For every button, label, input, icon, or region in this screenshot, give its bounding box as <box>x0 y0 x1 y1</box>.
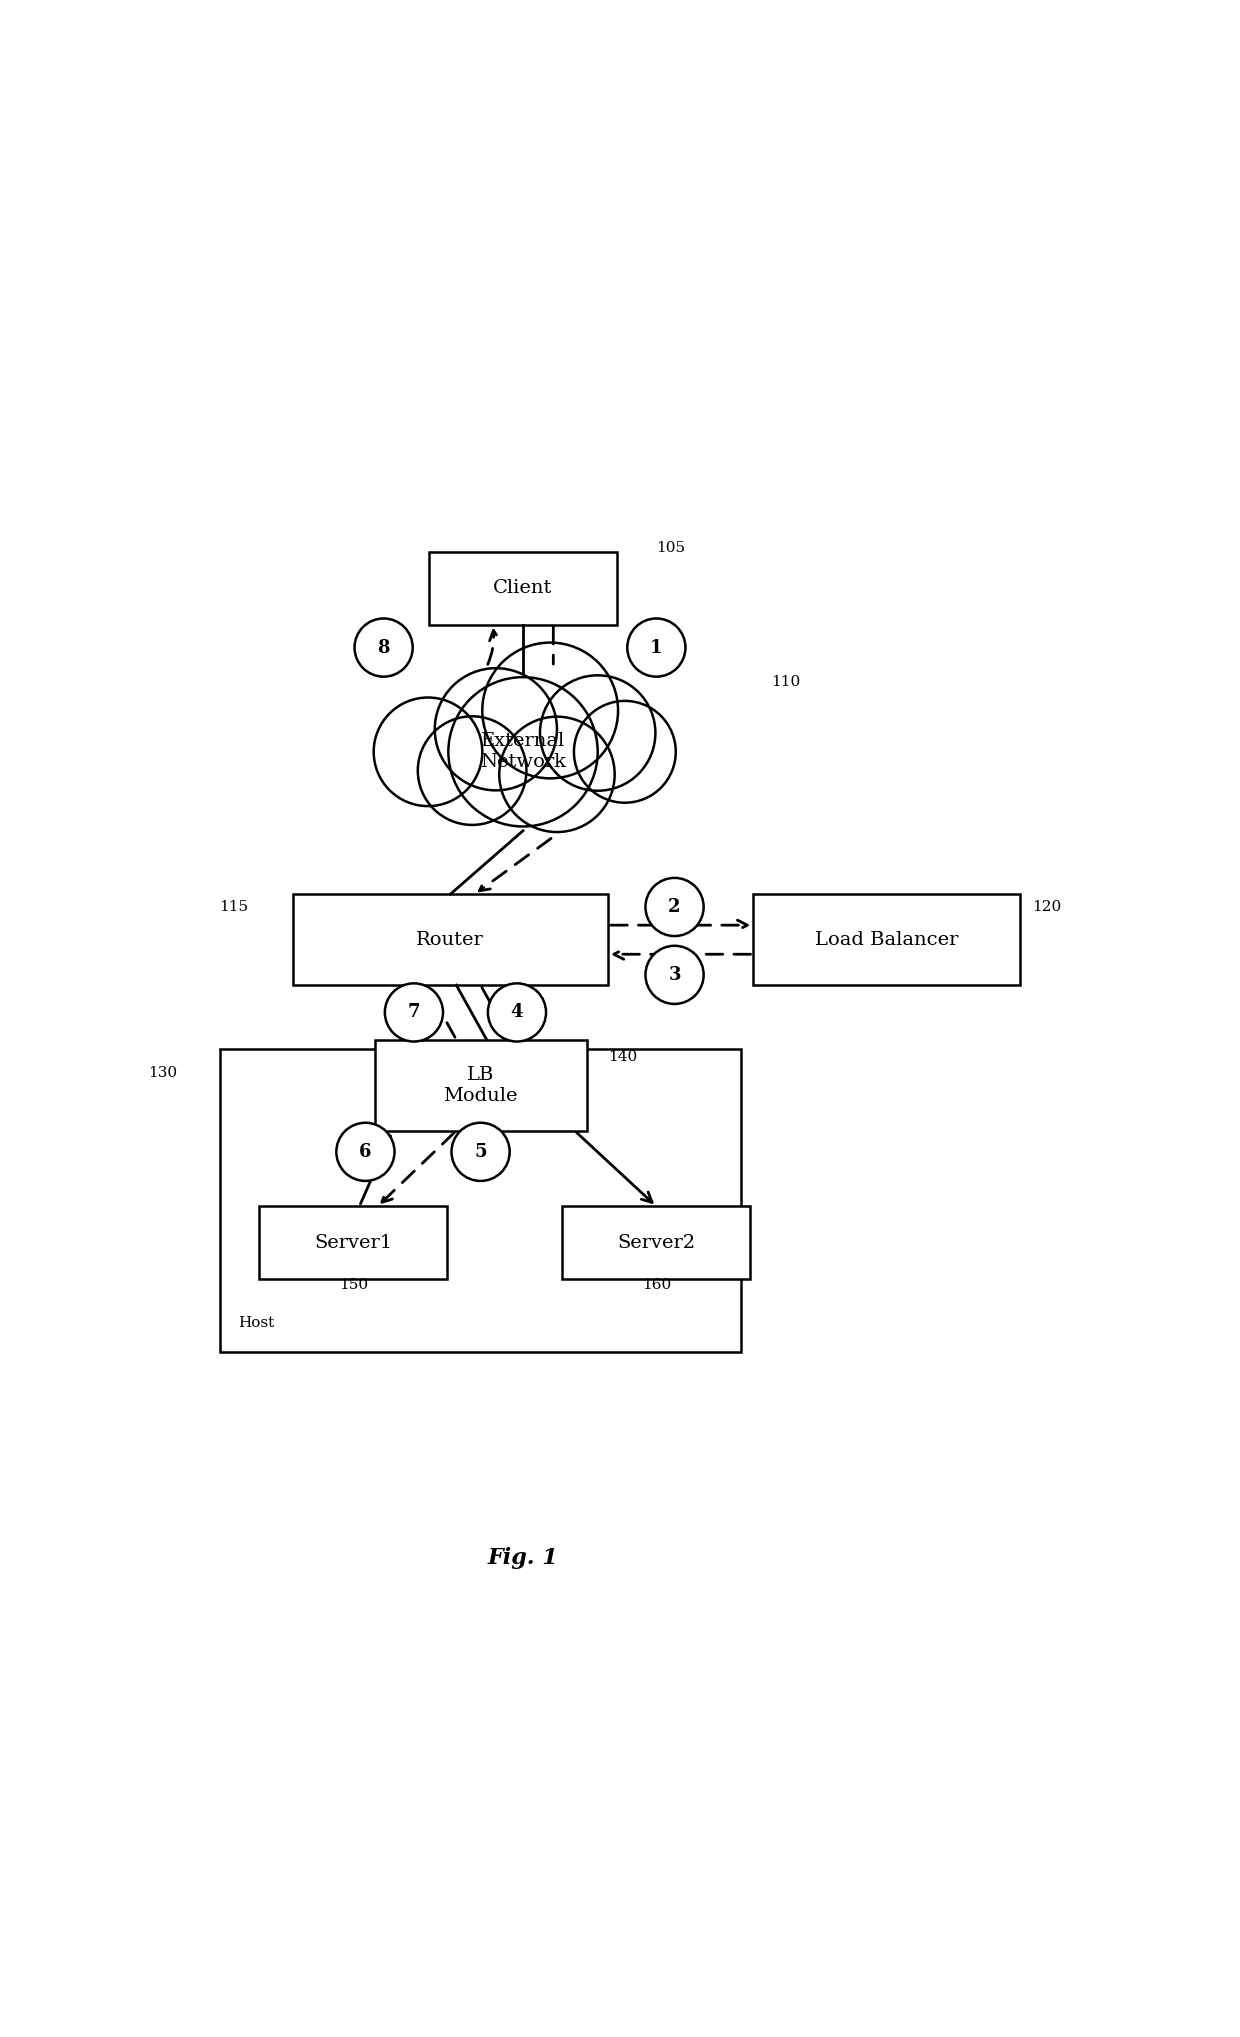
Text: 105: 105 <box>656 542 686 556</box>
Text: 130: 130 <box>149 1065 177 1080</box>
Circle shape <box>355 619 413 676</box>
Circle shape <box>646 945 703 1004</box>
Circle shape <box>500 717 615 831</box>
Text: Load Balancer: Load Balancer <box>815 931 959 949</box>
Text: Host: Host <box>238 1316 274 1330</box>
Circle shape <box>418 717 527 825</box>
Text: 120: 120 <box>1032 900 1061 915</box>
Text: Router: Router <box>417 931 484 949</box>
Text: 110: 110 <box>771 674 801 689</box>
FancyBboxPatch shape <box>219 1049 742 1353</box>
FancyBboxPatch shape <box>429 552 618 625</box>
Text: External
Network: External Network <box>480 733 565 772</box>
Circle shape <box>482 642 618 778</box>
Circle shape <box>373 697 482 807</box>
Text: Client: Client <box>494 579 553 597</box>
Text: 4: 4 <box>511 1004 523 1021</box>
Circle shape <box>539 676 656 790</box>
FancyBboxPatch shape <box>259 1206 448 1279</box>
Text: 160: 160 <box>642 1277 671 1291</box>
Text: 6: 6 <box>360 1143 372 1161</box>
Text: LB
Module: LB Module <box>444 1065 518 1104</box>
Circle shape <box>574 701 676 803</box>
Text: 115: 115 <box>218 900 248 915</box>
Circle shape <box>627 619 686 676</box>
Text: 7: 7 <box>408 1004 420 1021</box>
Text: 5: 5 <box>474 1143 487 1161</box>
Circle shape <box>336 1122 394 1181</box>
Text: 1: 1 <box>650 638 662 656</box>
Text: 2: 2 <box>668 898 681 917</box>
Circle shape <box>449 676 598 827</box>
FancyBboxPatch shape <box>293 894 608 986</box>
Text: 3: 3 <box>668 966 681 984</box>
Text: Fig. 1: Fig. 1 <box>487 1546 558 1568</box>
Circle shape <box>487 984 546 1041</box>
FancyBboxPatch shape <box>374 1039 587 1131</box>
Text: 140: 140 <box>608 1051 637 1063</box>
FancyBboxPatch shape <box>563 1206 750 1279</box>
Circle shape <box>646 878 703 937</box>
Text: Server2: Server2 <box>618 1234 696 1253</box>
Circle shape <box>451 1122 510 1181</box>
Text: Server1: Server1 <box>314 1234 392 1253</box>
FancyBboxPatch shape <box>754 894 1021 986</box>
Text: 150: 150 <box>339 1277 368 1291</box>
Circle shape <box>435 668 557 790</box>
Circle shape <box>384 984 443 1041</box>
Text: 8: 8 <box>377 638 389 656</box>
